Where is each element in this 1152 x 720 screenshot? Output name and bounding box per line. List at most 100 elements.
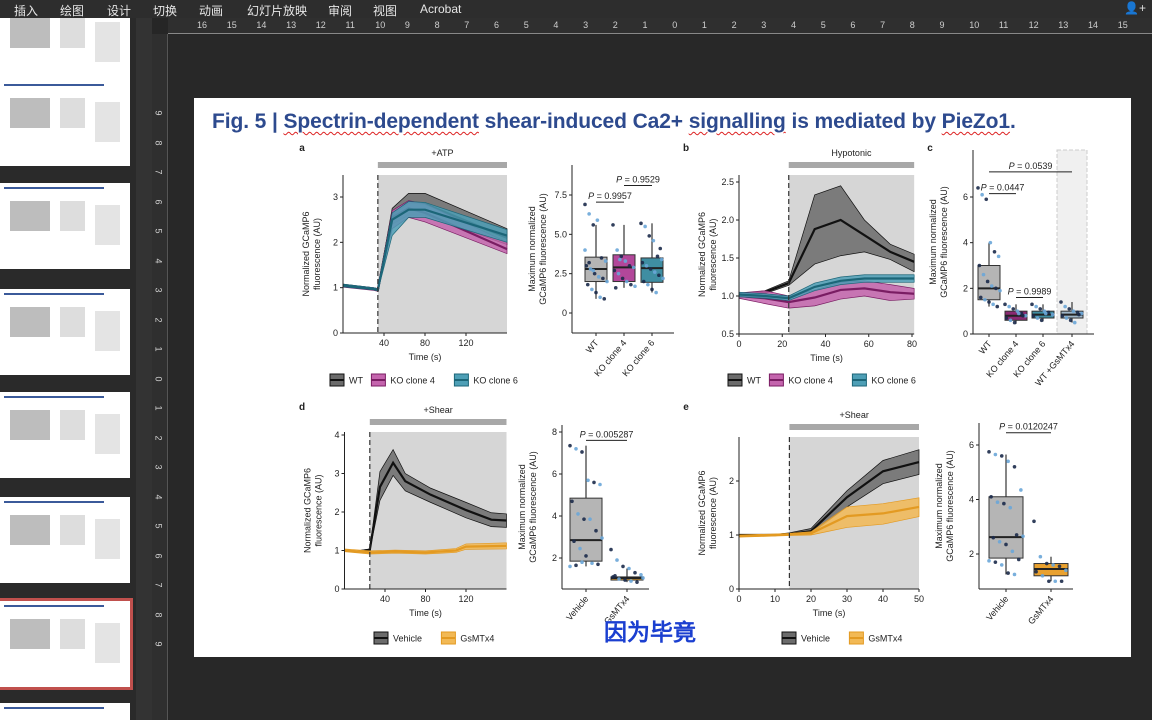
ruler-label: 6 [494,20,500,30]
data-point [611,223,615,227]
ruler-label: 13 [1058,20,1069,30]
x-tick-label: 10 [770,594,780,604]
ruler-label: 3 [761,20,767,30]
data-point [1072,320,1077,325]
slide[interactable] [194,98,1131,657]
add-user-icon[interactable]: 👤+ [1124,1,1146,15]
ruler-label: 12 [1028,20,1039,30]
data-point [1047,579,1051,584]
slide-thumbnail[interactable] [0,598,133,690]
data-point [586,478,590,483]
slide-thumbnail[interactable] [0,18,130,86]
data-point [1007,304,1011,309]
data-point [989,284,994,288]
data-point [977,263,982,268]
data-point [651,238,656,243]
data-point [659,257,664,262]
data-point [984,197,989,202]
data-point [615,248,619,252]
y-tick-label: 7.5 [554,190,567,200]
data-point [578,546,582,551]
data-point [1050,312,1055,317]
data-point [1003,302,1007,307]
ruler-label: 5 [820,20,826,30]
data-point [639,573,643,577]
menu-animations[interactable]: 动画 [199,4,224,18]
data-point [1012,572,1017,577]
y-axis-label: fluorescence (AU) [314,474,324,546]
mean-line [738,505,920,538]
legend-label: Vehicle [393,634,422,644]
y-tick-label: 2.5 [554,269,567,279]
title-part: PieZo1 [941,110,1010,133]
data-point [997,539,1002,544]
data-point [1044,561,1049,566]
p-value-label: P = 0.005287 [580,429,634,439]
stimulus-label: +Shear [840,410,869,420]
data-point [1079,311,1084,316]
title-part: signalling [688,110,786,133]
y-axis-label: Normalized GCaMP6 [301,211,311,296]
data-point [596,275,601,279]
data-point [999,563,1004,567]
p-value-label: P = 0.9989 [1008,286,1052,296]
menu-insert[interactable]: 插入 [14,4,39,18]
y-tick-label: 2 [969,549,974,559]
category-label: Vehicle [984,594,1010,623]
ruler-label: 10 [969,20,980,30]
y-tick-label: 1 [729,530,734,540]
y-tick-label: 4 [552,511,557,521]
menu-view[interactable]: 视图 [373,4,398,18]
ruler-label: 8 [909,20,915,30]
slide-title[interactable]: Fig. 5 | Spectrin-dependent shear-induce… [212,110,1016,134]
stimulus-label: +ATP [431,148,453,158]
slide-thumbnail[interactable] [0,289,130,375]
ruler-label: 15 [1117,20,1128,30]
data-point [568,443,572,448]
data-point [568,564,572,569]
data-point [617,577,621,581]
ruler-label: 14 [256,20,267,30]
data-point [991,302,995,307]
slide-thumbnail[interactable] [0,497,130,583]
data-point [596,562,600,567]
panel-divider[interactable] [136,18,152,720]
slide-thumbnail[interactable] [0,183,130,269]
menu-acrobat[interactable]: Acrobat [420,2,462,16]
x-tick-label: 120 [458,594,473,604]
stimulus-label: Hypotonic [831,148,872,158]
data-point [648,267,653,271]
legend-label: KO clone 6 [871,376,916,386]
p-value-label: P = 0.0120247 [999,422,1058,432]
slide-thumbnail[interactable] [0,392,130,478]
data-point [657,273,661,278]
slide-thumbnail[interactable] [0,703,130,720]
slide-thumbnail-panel[interactable] [0,18,136,720]
data-point [1006,459,1010,464]
menu-design[interactable]: 设计 [107,4,132,18]
data-point [1067,307,1072,311]
y-tick-label: 0.5 [721,329,734,339]
mean-line [738,277,915,300]
data-point [1039,318,1044,323]
y-tick-label: 4 [969,495,974,505]
y-axis-label: Maximum normalized [517,464,527,550]
confidence-band [738,185,915,298]
menu-review[interactable]: 审阅 [328,4,353,18]
data-point [600,536,604,540]
y-axis-label: Maximum normalized [527,206,537,292]
data-point [978,295,983,300]
data-point [621,564,625,569]
title-part: is mediated by [785,110,942,133]
subtitle-text[interactable]: 因为毕竟 [604,619,696,645]
box [988,496,1024,559]
ruler-label: 13 [286,20,297,30]
menu-draw[interactable]: 绘图 [60,4,85,18]
slide-thumbnail[interactable] [0,80,130,166]
data-point [603,259,608,263]
ruler-label: 7 [880,20,886,30]
data-point [993,452,998,457]
menu-slideshow[interactable]: 幻灯片放映 [247,4,308,18]
legend-label: WT [747,376,761,386]
menu-transitions[interactable]: 切换 [153,4,178,18]
